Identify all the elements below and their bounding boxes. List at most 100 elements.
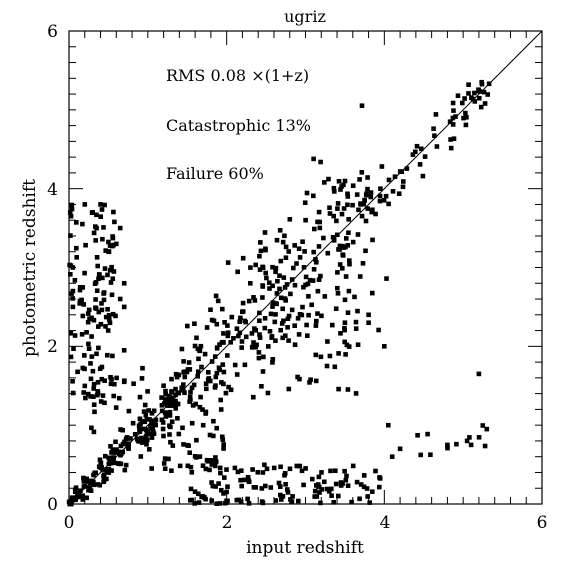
data-point	[217, 367, 222, 373]
data-point	[93, 306, 99, 311]
data-point	[248, 265, 253, 270]
data-point	[343, 477, 349, 483]
data-point	[255, 470, 261, 475]
data-point	[419, 146, 424, 152]
data-point	[260, 295, 265, 300]
data-point	[344, 342, 350, 348]
data-point	[143, 434, 149, 439]
data-point	[257, 332, 262, 337]
data-point	[316, 209, 322, 215]
data-point	[330, 322, 335, 328]
data-point	[139, 419, 145, 424]
data-point	[248, 281, 253, 286]
data-point	[342, 320, 348, 325]
data-point	[138, 426, 143, 432]
data-point	[304, 322, 309, 328]
data-point	[111, 393, 116, 399]
data-point	[168, 439, 173, 445]
data-point	[200, 463, 206, 468]
data-point	[413, 149, 418, 155]
data-point	[142, 402, 148, 408]
data-point	[207, 432, 213, 438]
data-point	[147, 417, 152, 422]
data-point	[259, 384, 264, 389]
data-point	[482, 443, 488, 449]
data-point	[82, 353, 87, 358]
data-point	[283, 255, 289, 260]
data-point	[203, 381, 209, 386]
data-point	[353, 319, 359, 325]
data-point	[107, 267, 113, 273]
data-point	[445, 445, 450, 451]
data-point	[355, 308, 360, 314]
data-point	[464, 115, 469, 120]
data-point	[366, 320, 371, 325]
data-point	[455, 93, 461, 98]
data-point	[250, 467, 255, 472]
data-point	[326, 176, 331, 182]
data-point	[80, 221, 85, 227]
data-point	[153, 417, 159, 423]
data-point	[307, 380, 312, 385]
data-point	[450, 115, 456, 121]
x-tick-label-6: 6	[537, 513, 548, 533]
data-point	[98, 460, 104, 466]
data-point	[139, 435, 144, 441]
data-point	[224, 467, 229, 472]
data-point	[70, 304, 76, 310]
data-point	[74, 220, 79, 225]
data-point	[93, 297, 98, 302]
data-point	[259, 499, 265, 504]
data-point	[80, 313, 86, 319]
data-point	[101, 472, 107, 477]
data-point	[214, 370, 220, 376]
data-point	[82, 383, 88, 389]
data-point	[215, 298, 221, 304]
data-point	[316, 244, 322, 249]
data-point	[163, 388, 168, 394]
data-point	[345, 194, 351, 199]
data-point	[283, 333, 288, 338]
data-point	[355, 342, 361, 347]
data-point	[286, 313, 292, 319]
data-point	[96, 324, 101, 329]
data-point	[479, 81, 485, 87]
data-point	[189, 420, 195, 426]
data-point	[291, 265, 296, 271]
data-point	[213, 374, 219, 380]
data-point	[67, 262, 72, 268]
data-point	[234, 372, 240, 377]
data-point	[97, 366, 103, 371]
data-point	[361, 473, 367, 478]
data-point	[480, 423, 486, 428]
data-point	[463, 110, 468, 116]
data-point	[383, 193, 389, 199]
data-point	[276, 480, 282, 486]
data-point	[261, 354, 266, 360]
data-point	[281, 275, 287, 280]
data-point	[260, 369, 266, 374]
data-point	[88, 376, 94, 382]
data-point	[284, 282, 290, 287]
data-point	[188, 464, 194, 470]
data-point	[73, 487, 78, 492]
data-point	[67, 210, 73, 215]
data-point	[355, 232, 361, 237]
data-point	[197, 404, 203, 410]
data-point	[363, 218, 369, 224]
data-point	[377, 484, 382, 490]
data-point	[147, 431, 153, 437]
data-point	[235, 269, 240, 275]
data-point	[117, 225, 123, 231]
data-point	[345, 191, 350, 197]
data-point	[159, 395, 164, 400]
data-point	[361, 201, 367, 207]
data-point	[70, 390, 76, 396]
data-point	[106, 313, 112, 318]
data-point	[199, 494, 204, 500]
data-point	[210, 458, 216, 464]
data-point	[138, 454, 144, 459]
data-point	[89, 425, 94, 431]
data-point	[190, 403, 196, 408]
data-point	[160, 426, 166, 432]
